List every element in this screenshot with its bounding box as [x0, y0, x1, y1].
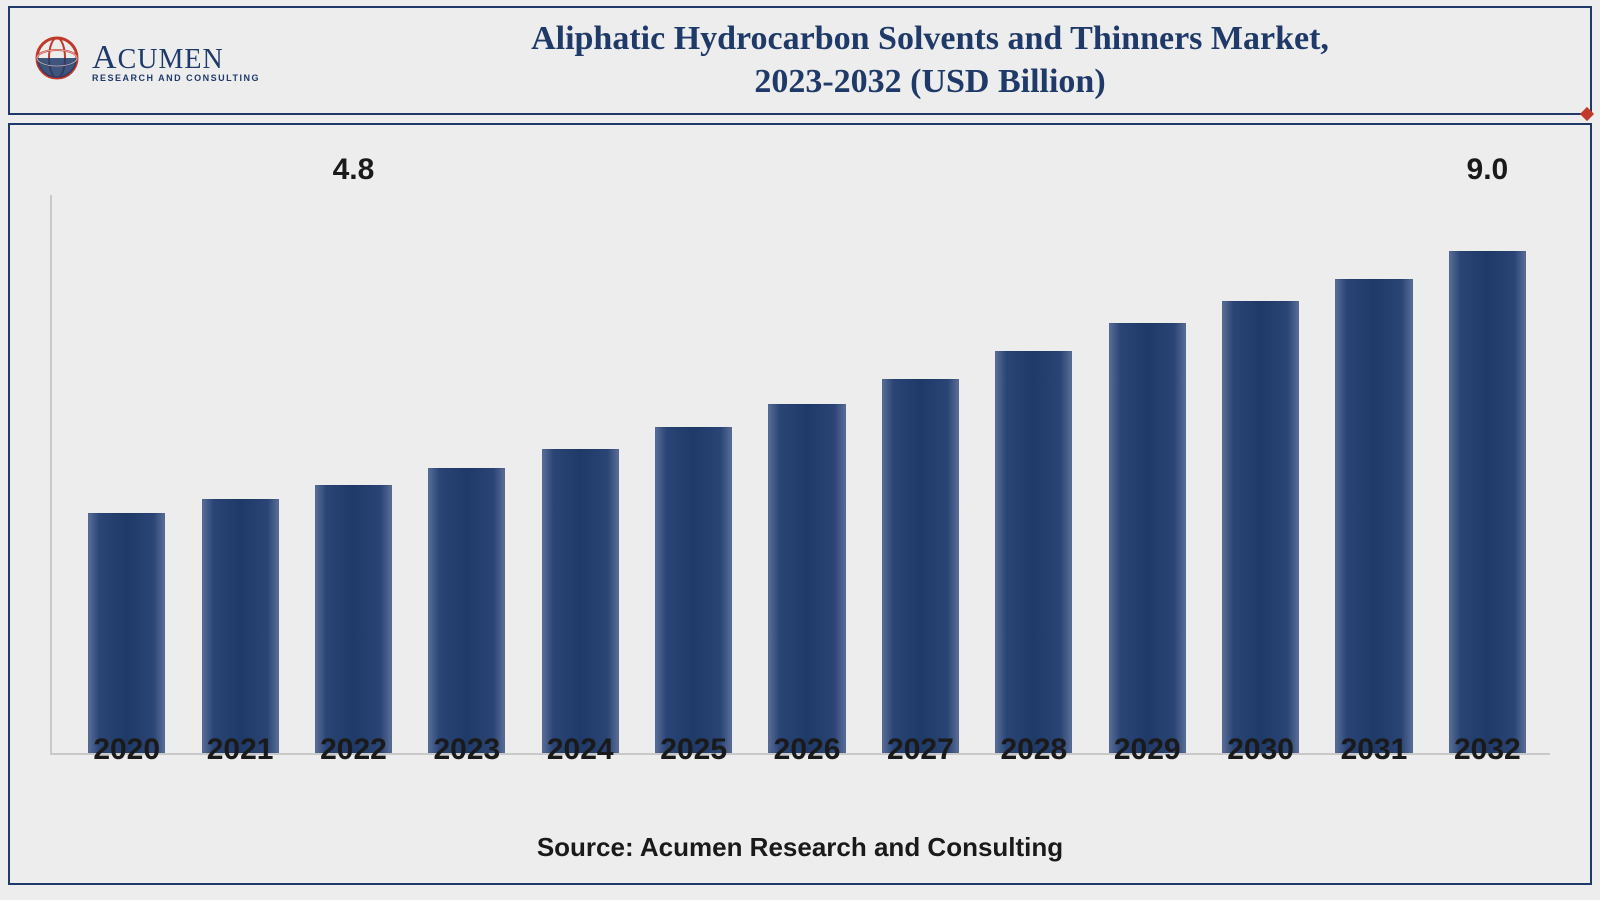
y-axis-line: [50, 195, 52, 755]
bar: [542, 449, 619, 753]
bar-slot: [750, 195, 863, 753]
globe-icon: [30, 31, 84, 90]
bar-slot: [1204, 195, 1317, 753]
x-tick-label: 2021: [183, 733, 296, 767]
bar-slot: 9.0: [1431, 195, 1544, 753]
x-tick-label: 2022: [297, 733, 410, 767]
x-tick-label: 2032: [1431, 733, 1544, 767]
bar: [1449, 251, 1526, 753]
bar: [1335, 279, 1412, 753]
bar: [655, 427, 732, 753]
bar-slot: 4.8: [297, 195, 410, 753]
chart-panel: 4.89.0 202020212022202320242025202620272…: [8, 123, 1592, 885]
x-labels-row: 2020202120222023202420252026202720282029…: [70, 733, 1544, 767]
bar-slot: [637, 195, 750, 753]
x-tick-label: 2024: [524, 733, 637, 767]
chart-card: ACUMEN RESEARCH AND CONSULTING Aliphatic…: [0, 0, 1600, 900]
bar: [315, 485, 392, 753]
bar-value-label: 4.8: [333, 153, 375, 187]
bar: [882, 379, 959, 753]
bar: [1222, 301, 1299, 753]
plot-area: 4.8 9.0: [50, 195, 1550, 755]
x-tick-label: 2029: [1091, 733, 1204, 767]
bar-value-label: 9.0: [1467, 153, 1509, 187]
x-tick-label: 2023: [410, 733, 523, 767]
brand-rest: CUMEN: [118, 44, 224, 75]
header-panel: ACUMEN RESEARCH AND CONSULTING Aliphatic…: [8, 6, 1592, 115]
bar: [768, 404, 845, 753]
x-tick-label: 2031: [1317, 733, 1430, 767]
x-tick-label: 2030: [1204, 733, 1317, 767]
x-tick-label: 2025: [637, 733, 750, 767]
chart-title: Aliphatic Hydrocarbon Solvents and Thinn…: [290, 18, 1570, 103]
bars-container: 4.8 9.0: [70, 195, 1544, 753]
corner-accent-icon: [1580, 107, 1594, 121]
x-tick-label: 2026: [750, 733, 863, 767]
source-caption: Source: Acumen Research and Consulting: [10, 832, 1590, 863]
x-tick-label: 2027: [864, 733, 977, 767]
title-line-1: Aliphatic Hydrocarbon Solvents and Thinn…: [531, 20, 1329, 57]
bar: [1109, 323, 1186, 753]
x-tick-label: 2020: [70, 733, 183, 767]
bar-slot: [1317, 195, 1430, 753]
bar: [428, 468, 505, 753]
bar-slot: [410, 195, 523, 753]
x-tick-label: 2028: [977, 733, 1090, 767]
bar-slot: [864, 195, 977, 753]
bar-slot: [524, 195, 637, 753]
bar: [88, 513, 165, 753]
bar-slot: [70, 195, 183, 753]
bar: [202, 499, 279, 753]
bar-slot: [1091, 195, 1204, 753]
brand-logo: ACUMEN RESEARCH AND CONSULTING: [30, 31, 290, 90]
bar: [995, 351, 1072, 753]
title-line-2: 2023-2032 (USD Billion): [754, 63, 1105, 100]
bar-slot: [183, 195, 296, 753]
brand-initial: A: [92, 39, 118, 76]
brand-subline: RESEARCH AND CONSULTING: [92, 73, 260, 83]
bar-slot: [977, 195, 1090, 753]
brand-text: ACUMEN RESEARCH AND CONSULTING: [92, 39, 260, 83]
